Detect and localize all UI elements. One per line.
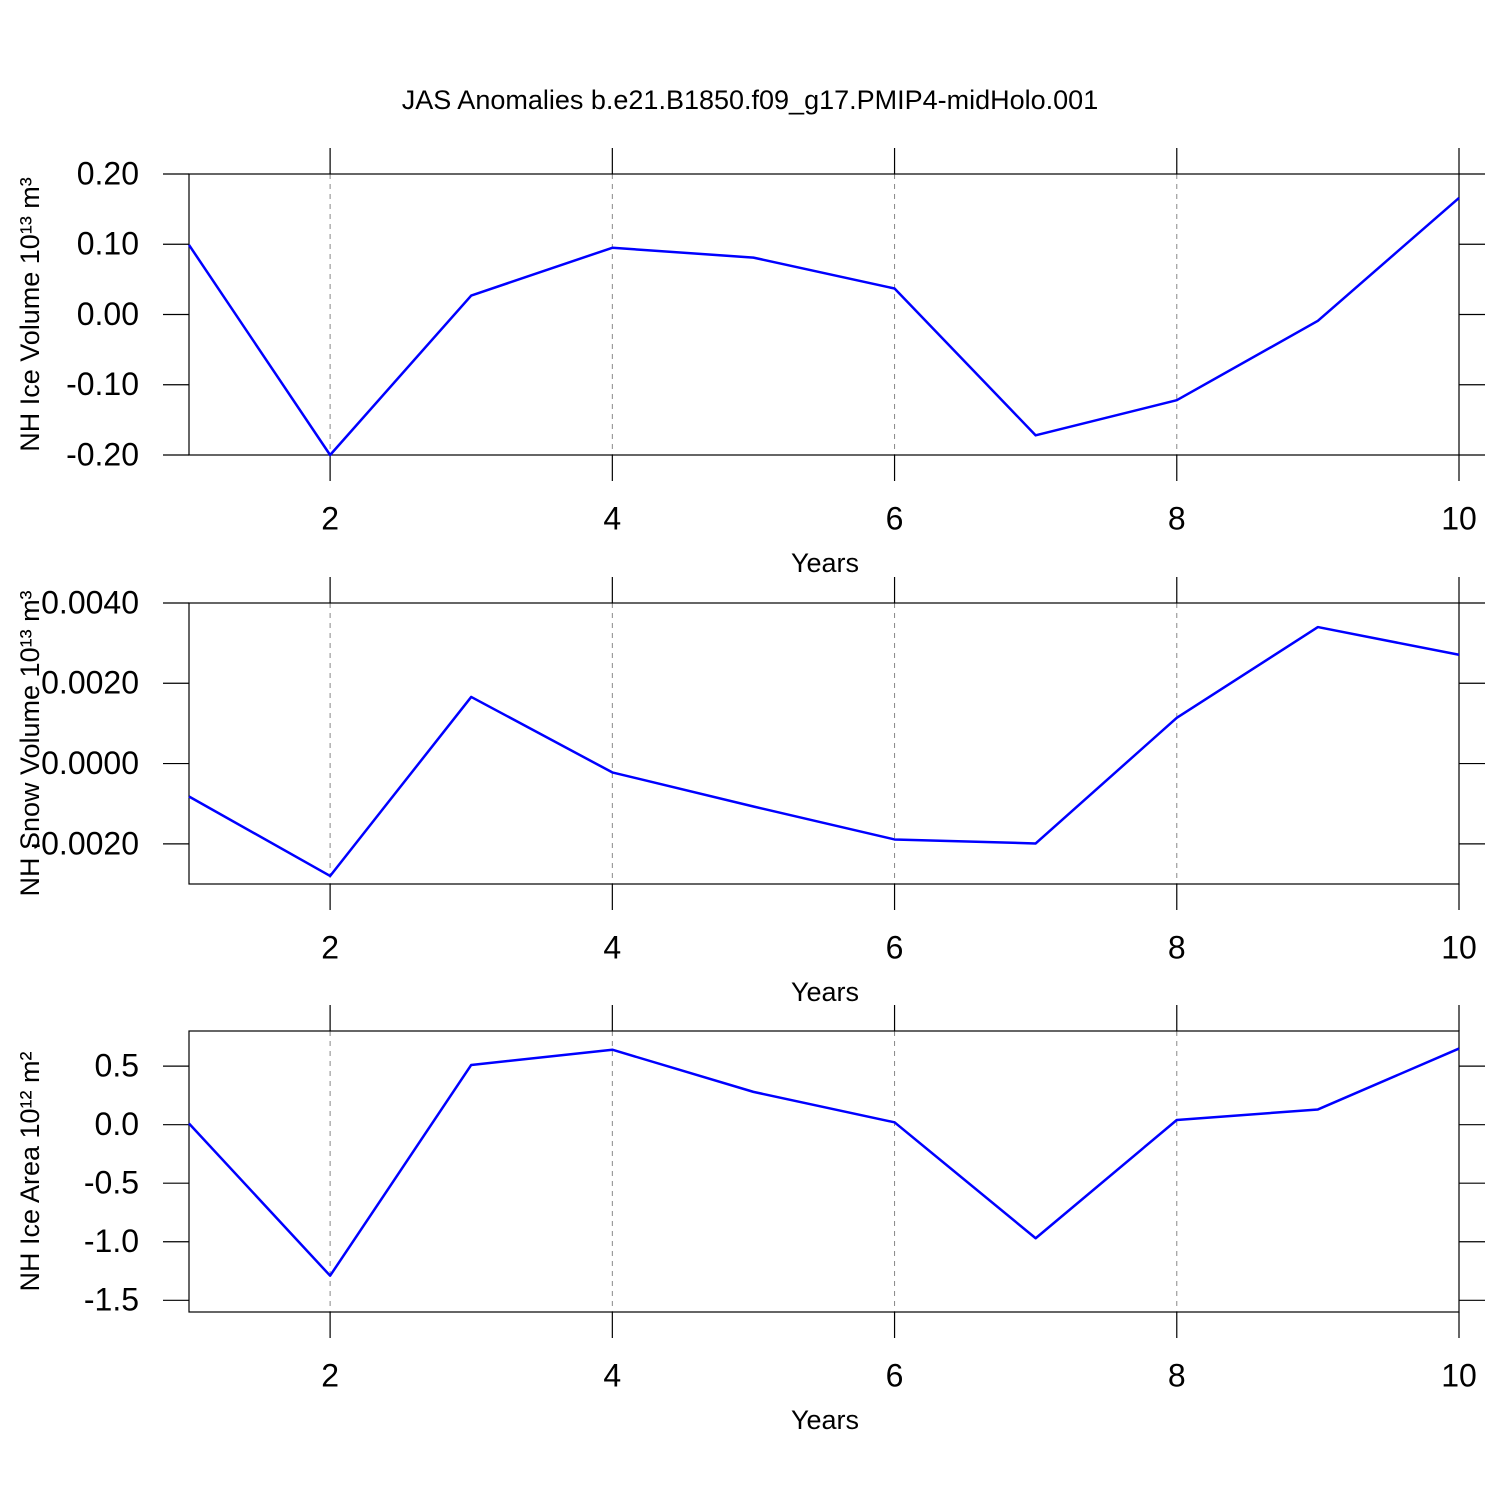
x-tick-label: 6: [886, 929, 904, 965]
plot-frame: [188, 173, 1460, 456]
y-tick-label: 0.00: [77, 296, 139, 332]
y-tick-label: 0.0020: [41, 665, 139, 701]
y-tick-label: 0.0000: [41, 745, 139, 781]
chart-title: JAS Anomalies b.e21.B1850.f09_g17.PMIP4-…: [402, 85, 1098, 115]
y-tick-label: 0.10: [77, 226, 139, 262]
x-tick-label: 2: [321, 929, 339, 965]
y-tick-label: -0.20: [66, 436, 139, 472]
y-tick-label: -1.0: [84, 1223, 139, 1259]
x-tick-label: 8: [1168, 500, 1186, 536]
x-axis-label: Years: [791, 548, 859, 578]
y-axis-label: NH Snow Volume 10¹³ m³: [15, 590, 45, 896]
x-tick-label: 8: [1168, 929, 1186, 965]
x-tick-label: 4: [603, 1357, 621, 1393]
x-tick-label: 6: [886, 1357, 904, 1393]
plot-frame: [188, 602, 1460, 885]
y-tick-label: -0.0020: [30, 825, 139, 861]
data-line: [188, 625, 1460, 878]
x-axis-label: Years: [791, 1405, 859, 1435]
x-tick-label: 8: [1168, 1357, 1186, 1393]
y-tick-label: 0.5: [95, 1048, 139, 1084]
y-tick-label: -0.5: [84, 1165, 139, 1201]
x-tick-label: 10: [1441, 1357, 1477, 1393]
y-tick-label: -0.10: [66, 366, 139, 402]
x-tick-label: 10: [1441, 929, 1477, 965]
y-axis-label: NH Ice Volume 10¹³ m³: [15, 177, 45, 452]
y-axis-label: NH Ice Area 10¹² m²: [15, 1051, 45, 1291]
x-axis-label: Years: [791, 977, 859, 1007]
plot-frame: [188, 1030, 1460, 1313]
y-tick-label: 0.20: [77, 155, 139, 191]
x-tick-label: 6: [886, 500, 904, 536]
y-tick-label: -1.5: [84, 1282, 139, 1318]
x-tick-label: 4: [603, 929, 621, 965]
x-tick-label: 2: [321, 1357, 339, 1393]
data-line: [188, 1047, 1460, 1277]
x-tick-label: 10: [1441, 500, 1477, 536]
y-tick-label: 0.0: [95, 1106, 139, 1142]
x-tick-label: 2: [321, 500, 339, 536]
data-line: [187, 196, 1460, 457]
y-tick-label: 0.0040: [41, 584, 139, 620]
x-tick-label: 4: [603, 500, 621, 536]
